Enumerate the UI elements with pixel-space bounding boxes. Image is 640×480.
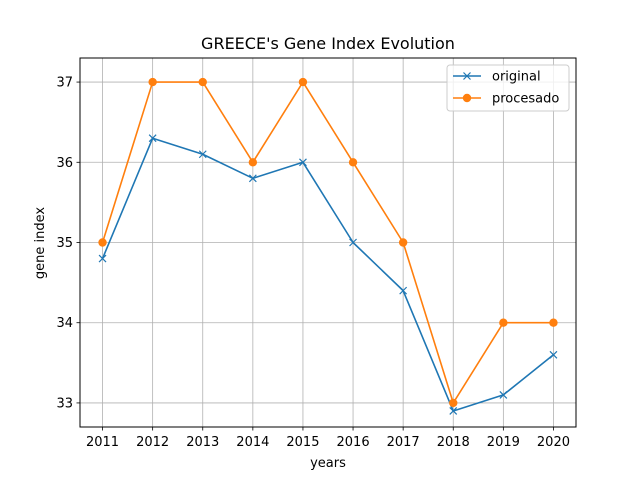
data-point-original [148,134,157,143]
legend-marker-original [463,72,471,80]
x-tick-label: 2017 [387,435,420,450]
y-tick-label: 34 [56,316,73,331]
data-point-original [449,407,458,415]
x-tick-label: 2013 [186,435,219,450]
x-axis-label: years [310,456,346,471]
data-point-procesado [449,398,458,408]
data-point-original [248,174,257,183]
data-point-procesado [398,238,408,247]
data-point-original [349,238,357,247]
y-tick-label: 35 [56,236,73,251]
x-tick-label: 2016 [337,435,370,450]
x-tick-label: 2014 [236,435,269,450]
data-point-procesado [198,77,207,87]
series-group [98,77,558,415]
data-point-procesado [549,318,558,327]
x-tick-label: 2018 [437,435,470,450]
data-point-procesado [148,77,157,87]
chart-title: GREECE's Gene Index Evolution [201,34,455,53]
data-point-original [299,158,307,167]
legend-label-original: original [492,70,541,85]
data-point-procesado [499,318,508,327]
y-axis-label: gene index [33,207,48,279]
data-point-original [399,286,408,295]
series-line-original [101,137,554,412]
x-tick-label: 2015 [286,435,319,450]
y-axis-ticks: 33 34 35 36 37 [56,76,80,411]
x-tick-label: 2012 [136,435,169,450]
legend-marker-procesado [462,93,472,103]
y-tick-label: 33 [56,396,73,411]
data-point-original [198,150,207,159]
y-tick-label: 37 [56,76,73,91]
grid [80,58,576,427]
series-line-procesado [101,81,554,404]
x-tick-label: 2020 [537,435,570,450]
data-point-procesado [248,158,258,167]
legend-label-procesado: procesado [492,92,559,107]
legend: original procesado [446,64,570,112]
data-point-original [549,350,558,359]
data-point-procesado [348,158,358,167]
data-point-procesado [98,238,107,247]
x-axis-ticks: 2011 2012 2013 2014 2015 2016 2017 2018 2019 2020 [86,427,570,450]
data-point-procesado [298,77,308,87]
x-tick-label: 2011 [86,435,119,450]
y-tick-label: 36 [56,156,73,171]
data-point-original [499,390,508,399]
data-point-original [98,254,107,263]
x-tick-label: 2019 [487,435,520,450]
